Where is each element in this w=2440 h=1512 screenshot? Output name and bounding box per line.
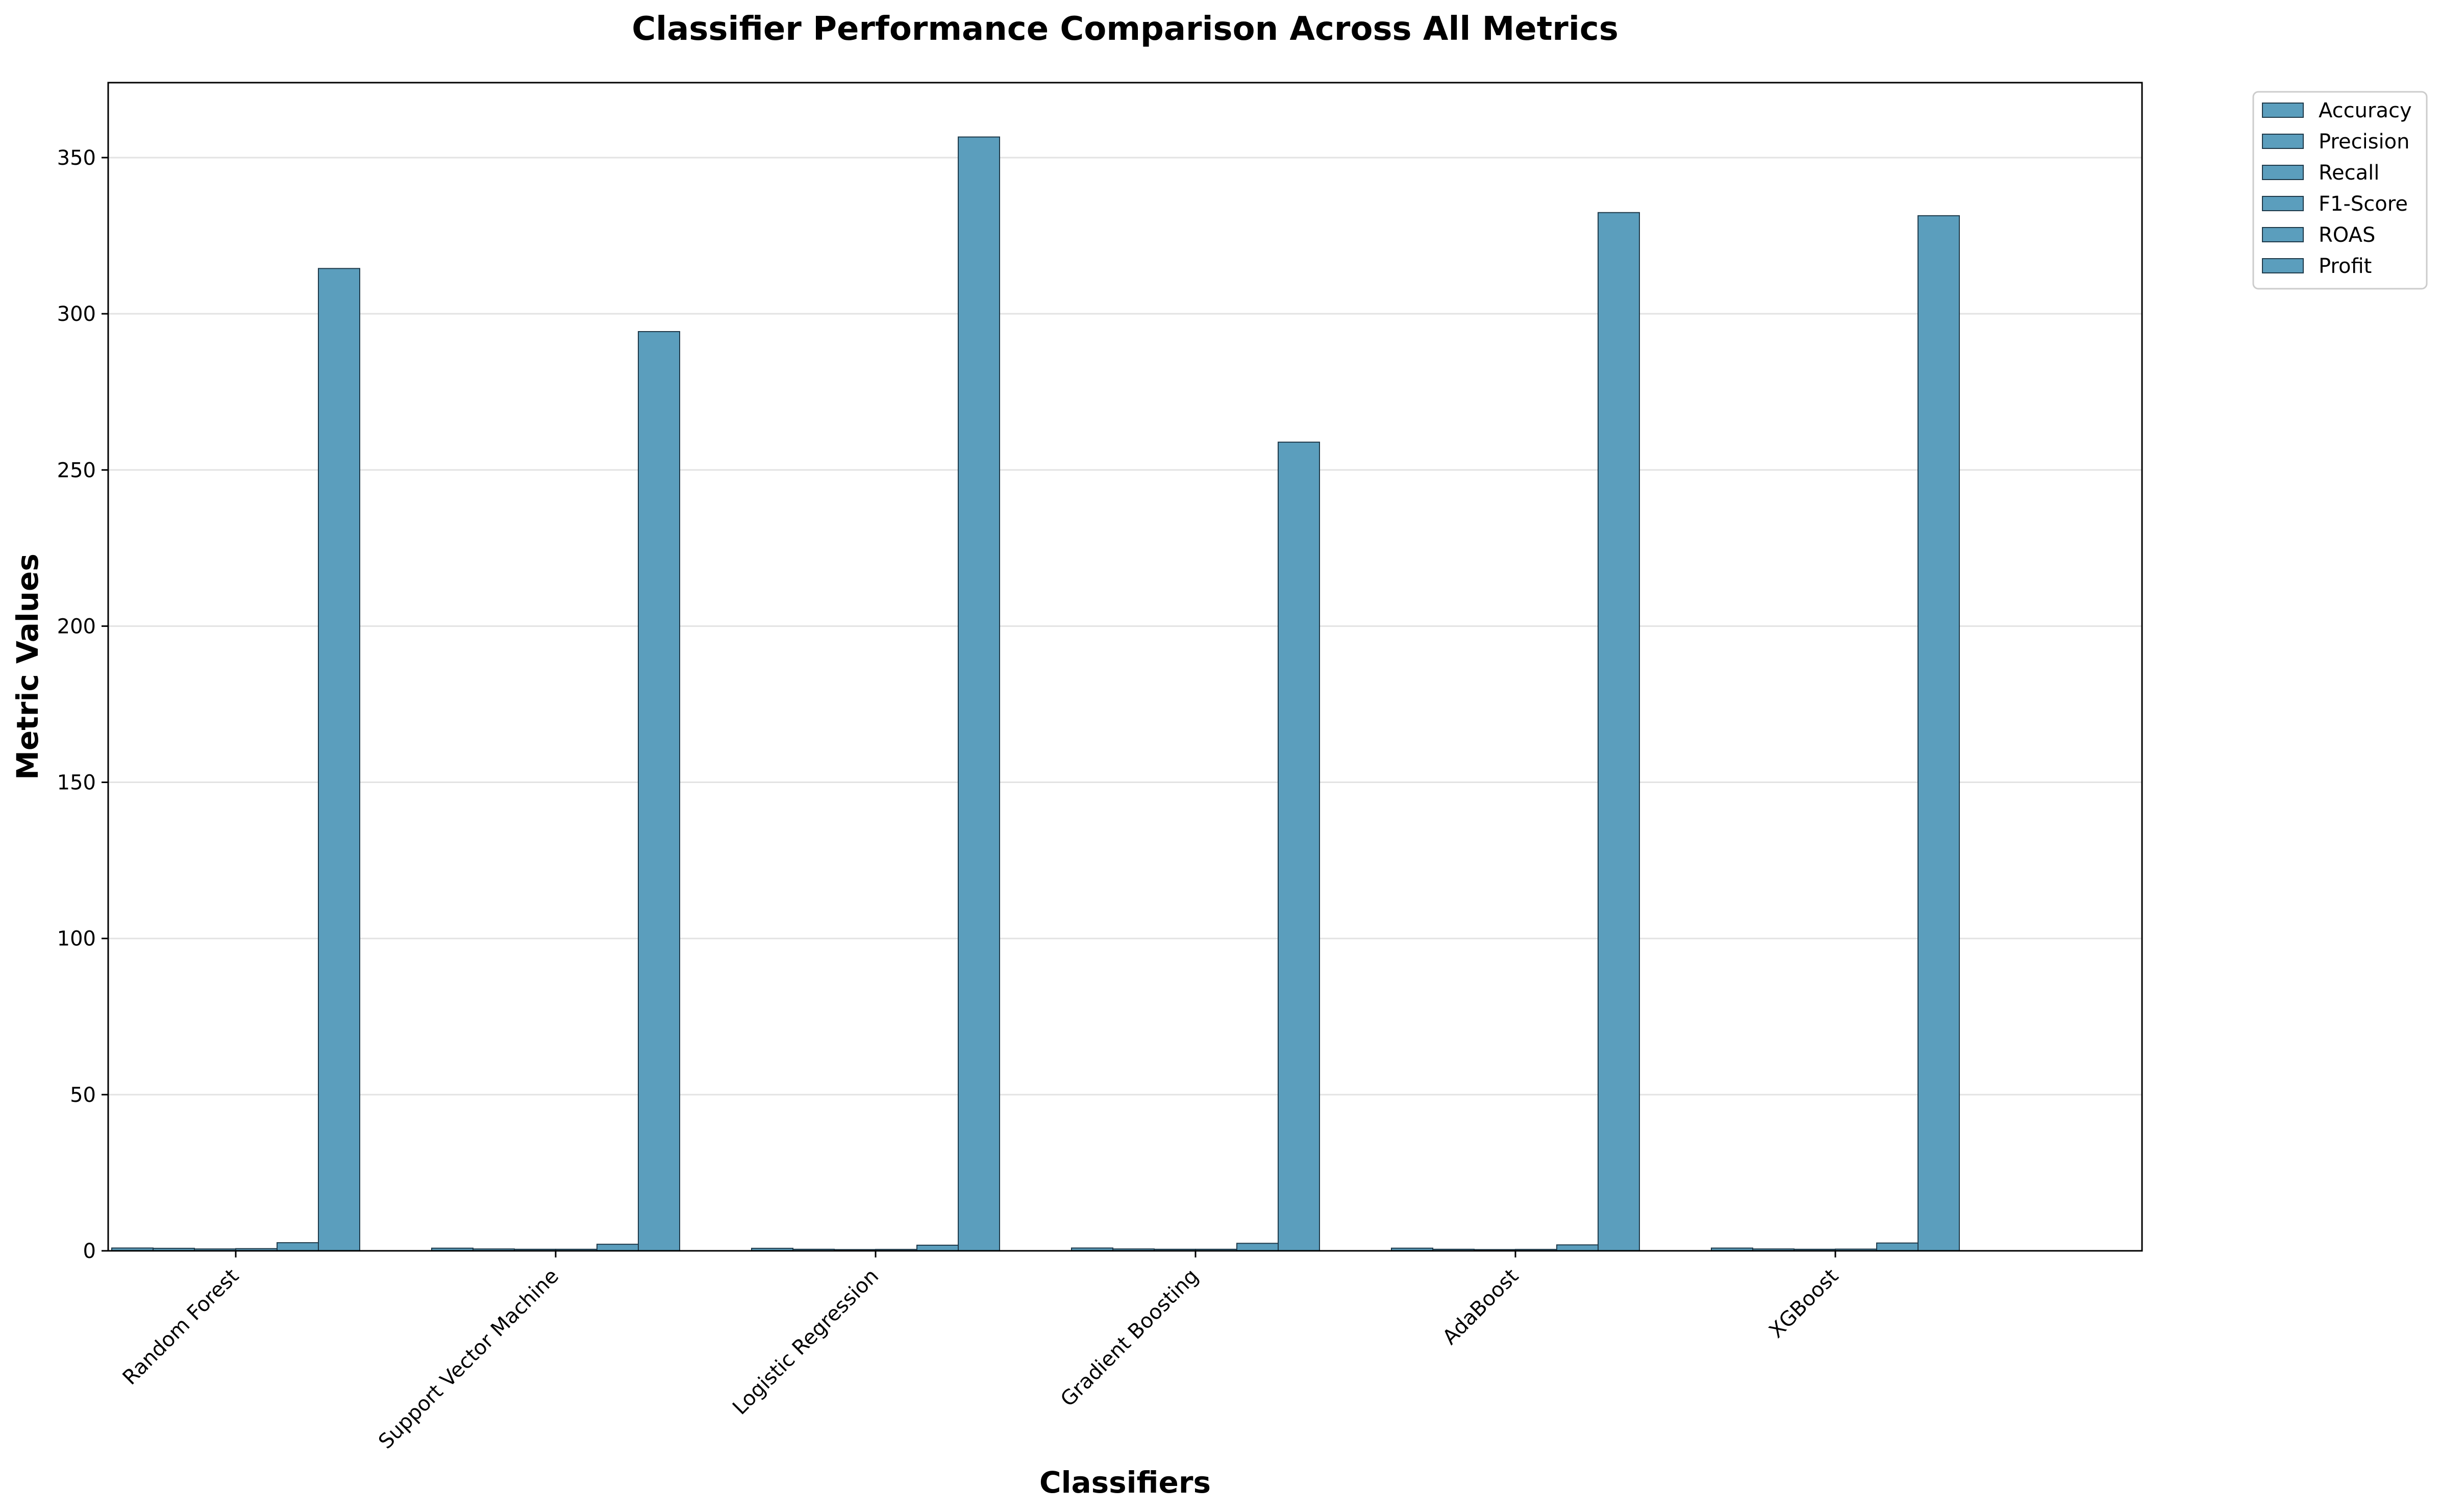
- y-tick-label: 250: [57, 459, 96, 482]
- legend-swatch: [2262, 103, 2304, 118]
- y-tick-label: 0: [83, 1240, 96, 1263]
- legend-label: Profit: [2319, 255, 2372, 278]
- x-tick-label: XGBoost: [1764, 1265, 1843, 1343]
- gridlines: [108, 157, 2142, 1096]
- legend-swatch: [2262, 134, 2304, 149]
- y-tick-label: 150: [57, 771, 96, 795]
- bar-profit: [958, 136, 1000, 1252]
- legend-label: Accuracy: [2319, 99, 2412, 122]
- legend-swatch: [2262, 196, 2304, 211]
- x-tick-label: Random Forest: [118, 1265, 243, 1390]
- chart-title: Classifier Performance Comparison Across…: [632, 10, 1619, 48]
- legend-label: ROAS: [2319, 223, 2375, 247]
- bar-roas: [277, 1242, 319, 1252]
- bar-roas: [1876, 1242, 1919, 1252]
- legend-swatch: [2262, 258, 2304, 273]
- bars: [111, 136, 1960, 1252]
- y-axis-label: Metric Values: [10, 553, 45, 780]
- legend-label: Precision: [2319, 130, 2409, 154]
- y-tick-label: 50: [70, 1083, 96, 1107]
- legend-label: Recall: [2319, 161, 2379, 185]
- bar-profit: [1278, 441, 1320, 1251]
- x-tick-label: Logistic Regression: [728, 1265, 883, 1420]
- bar-roas: [916, 1244, 959, 1251]
- y-tick-label: 300: [57, 303, 96, 326]
- bar-profit: [318, 268, 360, 1251]
- bar-roas: [1236, 1243, 1279, 1252]
- bar-profit: [638, 331, 680, 1251]
- legend-swatch: [2262, 165, 2304, 180]
- bar-profit: [1598, 212, 1640, 1252]
- y-tick-label: 200: [57, 615, 96, 638]
- y-tick-label: 350: [57, 146, 96, 170]
- bar-roas: [1556, 1244, 1599, 1251]
- x-axis-label: Classifiers: [1039, 1465, 1211, 1500]
- y-tick-label: 100: [57, 927, 96, 951]
- bar-roas: [596, 1244, 639, 1251]
- plot-frame: [107, 82, 2143, 1252]
- legend: Accuracy Precision Recall F1-Score ROAS Profi…: [2252, 91, 2428, 290]
- x-tick-label: AdaBoost: [1438, 1265, 1524, 1350]
- y-axis-ticks: 0 50 100 150 200 250 300 350: [57, 146, 108, 1263]
- legend-label: F1-Score: [2319, 192, 2408, 216]
- x-axis-ticks: Random Forest Support Vector Machine Logis…: [118, 1251, 1843, 1453]
- x-tick-label: Gradient Boosting: [1056, 1265, 1203, 1412]
- legend-swatch: [2262, 227, 2304, 242]
- bar-profit: [1918, 215, 1960, 1251]
- x-tick-label: Support Vector Machine: [374, 1265, 563, 1454]
